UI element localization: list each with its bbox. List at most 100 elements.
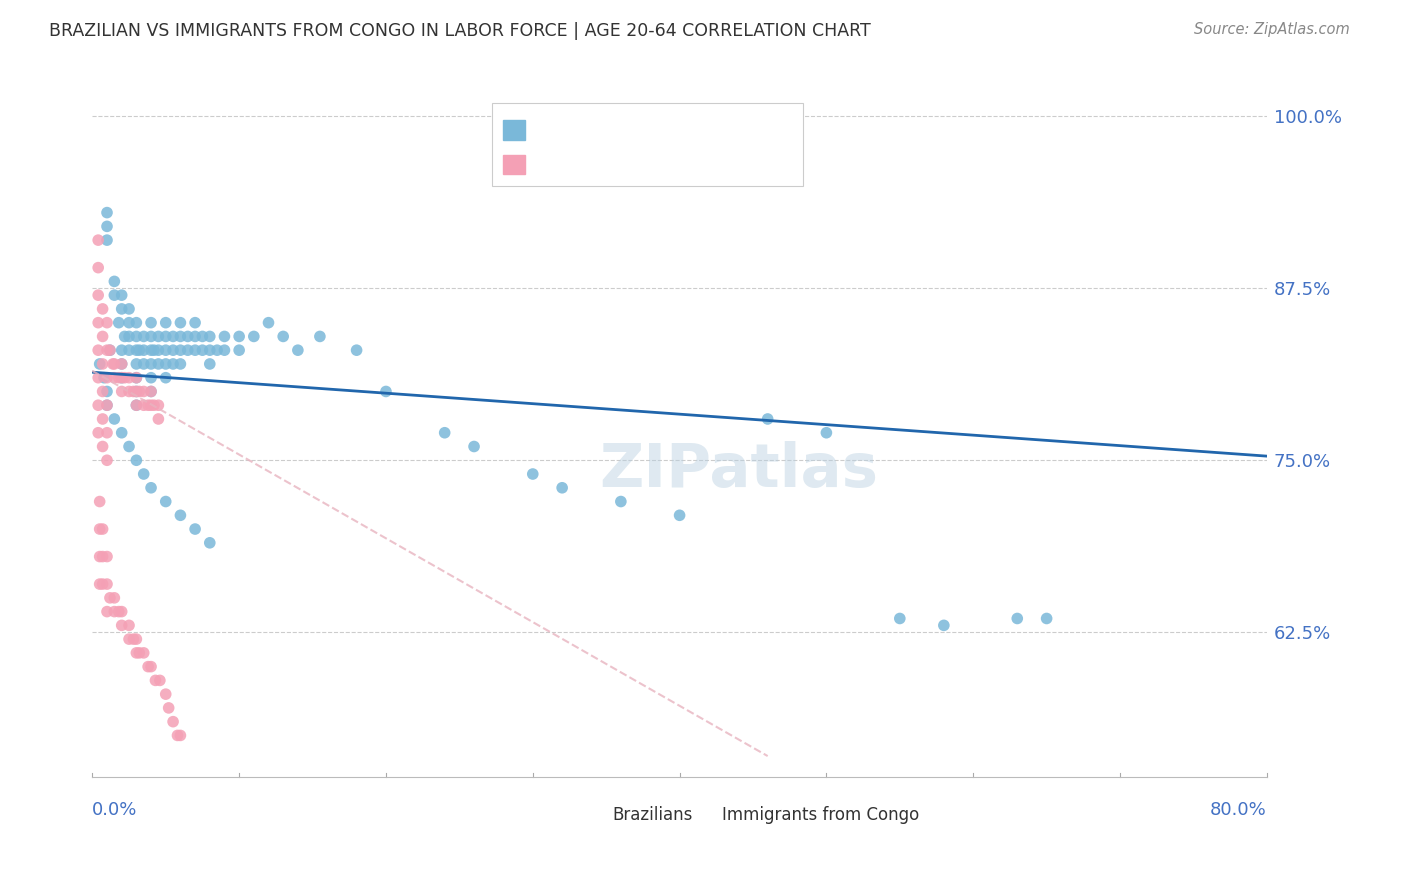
Point bbox=[932, 618, 955, 632]
Point bbox=[155, 357, 177, 371]
Point bbox=[128, 343, 150, 358]
Point bbox=[136, 659, 159, 673]
Point bbox=[271, 329, 294, 343]
Point bbox=[125, 632, 148, 647]
Point bbox=[228, 343, 250, 358]
Point bbox=[96, 398, 118, 412]
Point bbox=[125, 343, 148, 358]
Point bbox=[96, 205, 118, 219]
Point bbox=[103, 288, 125, 302]
Point bbox=[101, 357, 124, 371]
Point bbox=[155, 329, 177, 343]
Point bbox=[118, 440, 141, 454]
Point bbox=[375, 384, 398, 399]
Point bbox=[169, 508, 191, 523]
Point bbox=[522, 467, 544, 481]
Text: BRAZILIAN VS IMMIGRANTS FROM CONGO IN LABOR FORCE | AGE 20-64 CORRELATION CHART: BRAZILIAN VS IMMIGRANTS FROM CONGO IN LA… bbox=[49, 22, 870, 40]
Point bbox=[87, 288, 110, 302]
Point bbox=[184, 329, 207, 343]
Text: Brazilians: Brazilians bbox=[613, 805, 693, 824]
Point bbox=[149, 673, 172, 688]
Point bbox=[103, 357, 125, 371]
Point bbox=[89, 577, 111, 591]
Point bbox=[125, 398, 148, 412]
Point bbox=[148, 329, 170, 343]
Point bbox=[463, 440, 485, 454]
Point bbox=[125, 384, 148, 399]
Point bbox=[89, 494, 111, 508]
Point bbox=[191, 329, 214, 343]
Point bbox=[125, 316, 148, 330]
Point bbox=[111, 384, 134, 399]
Text: N =: N = bbox=[672, 155, 709, 173]
Point bbox=[309, 329, 332, 343]
Point bbox=[139, 370, 162, 384]
Text: -0.140: -0.140 bbox=[578, 155, 631, 173]
Point bbox=[169, 329, 191, 343]
Bar bbox=[503, 120, 524, 139]
Point bbox=[143, 343, 166, 358]
Point bbox=[96, 343, 118, 358]
Point bbox=[111, 357, 134, 371]
Point bbox=[287, 343, 309, 358]
Point bbox=[111, 605, 134, 619]
Point bbox=[118, 370, 141, 384]
Point bbox=[125, 329, 148, 343]
Point bbox=[93, 370, 115, 384]
Point bbox=[139, 384, 162, 399]
Point bbox=[87, 316, 110, 330]
Point bbox=[169, 357, 191, 371]
Point bbox=[166, 728, 188, 742]
Point bbox=[815, 425, 838, 440]
Point bbox=[96, 384, 118, 399]
Point bbox=[184, 522, 207, 536]
Point bbox=[98, 343, 121, 358]
Point bbox=[111, 370, 134, 384]
Point bbox=[98, 591, 121, 605]
Point bbox=[96, 605, 118, 619]
Point bbox=[184, 316, 207, 330]
Point bbox=[96, 425, 118, 440]
Point bbox=[96, 453, 118, 467]
Point bbox=[169, 343, 191, 358]
Text: R =: R = bbox=[536, 155, 571, 173]
Point bbox=[433, 425, 456, 440]
Point bbox=[118, 618, 141, 632]
Point bbox=[118, 384, 141, 399]
Point bbox=[103, 274, 125, 288]
Point bbox=[132, 384, 155, 399]
Point bbox=[155, 343, 177, 358]
Point bbox=[177, 343, 200, 358]
Point bbox=[118, 301, 141, 316]
Point bbox=[87, 370, 110, 384]
Point bbox=[103, 412, 125, 426]
Point bbox=[89, 549, 111, 564]
Point bbox=[139, 357, 162, 371]
Point bbox=[91, 329, 114, 343]
Point bbox=[118, 343, 141, 358]
Point bbox=[184, 343, 207, 358]
Point bbox=[107, 316, 129, 330]
Point bbox=[610, 494, 633, 508]
Point bbox=[756, 412, 779, 426]
Text: 0.0%: 0.0% bbox=[93, 802, 138, 820]
Point bbox=[96, 316, 118, 330]
Point bbox=[107, 370, 129, 384]
Point bbox=[132, 467, 155, 481]
Point bbox=[122, 632, 145, 647]
Point bbox=[132, 646, 155, 660]
Point bbox=[96, 370, 118, 384]
Text: Immigrants from Congo: Immigrants from Congo bbox=[721, 805, 920, 824]
Point bbox=[91, 577, 114, 591]
Point bbox=[89, 357, 111, 371]
Text: ZIPatlas: ZIPatlas bbox=[599, 442, 877, 500]
Point bbox=[198, 536, 221, 550]
Point bbox=[125, 646, 148, 660]
Point bbox=[118, 316, 141, 330]
Point bbox=[111, 288, 134, 302]
Point bbox=[125, 384, 148, 399]
Point bbox=[125, 453, 148, 467]
Point bbox=[111, 301, 134, 316]
Point bbox=[257, 316, 280, 330]
Point bbox=[205, 343, 228, 358]
